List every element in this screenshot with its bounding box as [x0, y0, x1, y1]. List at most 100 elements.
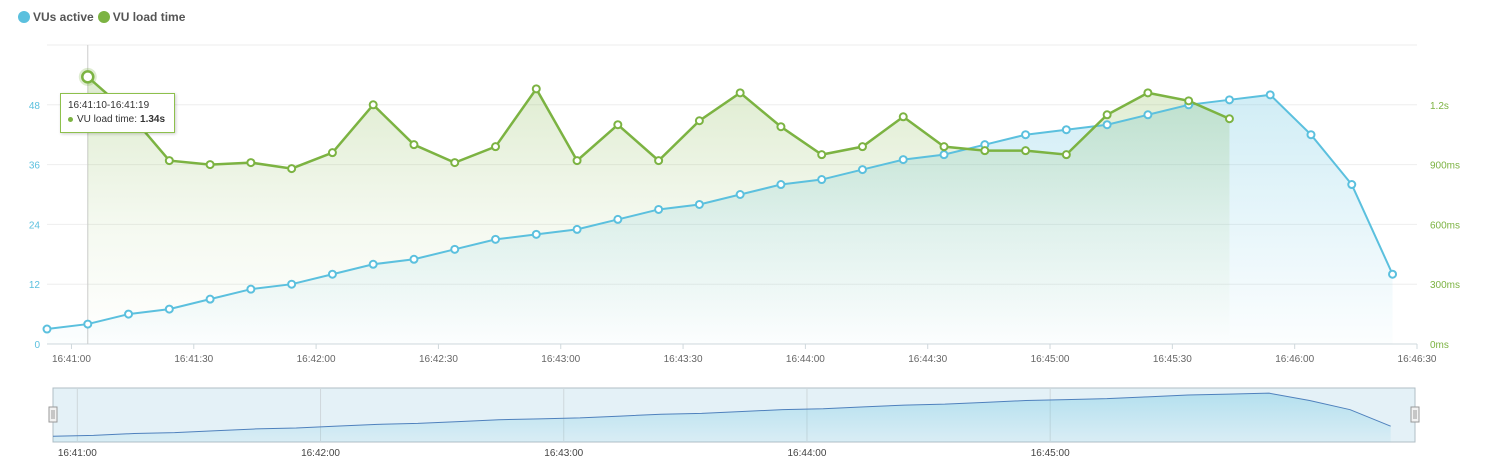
- x-tick-label: 16:45:30: [1153, 354, 1192, 365]
- navigator-handle-body[interactable]: [1410, 406, 1420, 423]
- vu-load-time-point[interactable]: [327, 148, 337, 158]
- vu-load-time-point[interactable]: [287, 164, 297, 174]
- vus-active-point[interactable]: [857, 165, 867, 175]
- vu-load-time-point[interactable]: [735, 88, 745, 98]
- navigator[interactable]: 16:41:00 16:42:00 16:43:00 16:44:00 16:45:00: [48, 387, 1420, 459]
- vu-load-time-point[interactable]: [898, 112, 908, 122]
- navigator-handle-body[interactable]: [48, 406, 58, 423]
- vus-active-point[interactable]: [42, 324, 52, 334]
- vus-active-point[interactable]: [164, 304, 174, 314]
- vu-load-time-point[interactable]: [776, 122, 786, 132]
- vu-load-time-point[interactable]: [409, 140, 419, 150]
- vus-active-point[interactable]: [287, 279, 297, 289]
- x-tick-label: 16:44:30: [908, 354, 947, 365]
- vus-active-point[interactable]: [654, 204, 664, 214]
- y-right-tick-label: 900ms: [1430, 161, 1460, 172]
- vu-load-time-point[interactable]: [450, 158, 460, 168]
- vu-load-time-point[interactable]: [980, 146, 990, 156]
- tooltip: 16:41:10-16:41:19 VU load time: 1.34s: [60, 93, 175, 133]
- x-tick-label: 16:41:30: [174, 354, 213, 365]
- vu-load-time-point[interactable]: [1224, 114, 1234, 124]
- vus-active-point[interactable]: [1102, 120, 1112, 130]
- x-tick-label: 16:46:00: [1275, 354, 1314, 365]
- vus-active-point[interactable]: [613, 214, 623, 224]
- vus-active-point[interactable]: [1306, 130, 1316, 140]
- y-right-tick-label: 300ms: [1430, 280, 1460, 291]
- vu-load-time-line: [86, 75, 1230, 170]
- vus-active-point[interactable]: [450, 244, 460, 254]
- x-tick-label: 16:46:30: [1398, 354, 1437, 365]
- vu-load-time-point[interactable]: [1102, 110, 1112, 120]
- vu-load-time-point[interactable]: [1021, 146, 1031, 156]
- vu-load-time-point[interactable]: [531, 84, 541, 94]
- navigator-tick-label: 16:42:00: [301, 448, 340, 459]
- vus-active-point[interactable]: [368, 259, 378, 269]
- vus-active-point[interactable]: [83, 319, 93, 329]
- x-tick-label: 16:43:30: [664, 354, 703, 365]
- vu-load-time-point[interactable]: [857, 142, 867, 152]
- vu-load-time-point[interactable]: [368, 100, 378, 110]
- tooltip-bullet: [68, 117, 73, 122]
- vus-active-point[interactable]: [491, 234, 501, 244]
- y-right-tick-label: 1.2s: [1430, 101, 1449, 112]
- legend-dot-vu-load-time: [97, 11, 110, 23]
- vus-active-point[interactable]: [1265, 90, 1275, 100]
- vus-active-point[interactable]: [246, 284, 256, 294]
- vus-active-point[interactable]: [776, 180, 786, 190]
- vus-active-point[interactable]: [735, 190, 745, 199]
- navigator-tick-label: 16:43:00: [544, 448, 583, 459]
- tooltip-row: VU load time: 1.34s: [68, 114, 167, 125]
- y-right-tick-label: 600ms: [1430, 220, 1460, 231]
- vus-active-point[interactable]: [817, 175, 827, 185]
- y-left-tick-label: 12: [29, 280, 41, 291]
- vus-active-point[interactable]: [205, 294, 215, 304]
- navigator-handle-left[interactable]: [48, 406, 58, 423]
- vus-active-point[interactable]: [1224, 95, 1234, 105]
- vu-load-time-point[interactable]: [1061, 150, 1071, 160]
- area-layer: [47, 76, 1393, 344]
- vu-load-time-point[interactable]: [491, 142, 501, 152]
- vu-load-time-point[interactable]: [1143, 88, 1153, 98]
- y-left-tick-label: 24: [29, 220, 41, 231]
- vus-active-point[interactable]: [1143, 110, 1153, 120]
- vus-active-point[interactable]: [1388, 269, 1398, 279]
- vus-active-point[interactable]: [1061, 125, 1071, 135]
- vu-load-time-point[interactable]: [205, 160, 215, 170]
- vus-active-point[interactable]: [898, 155, 908, 165]
- navigator-tick-label: 16:44:00: [787, 448, 826, 459]
- tooltip-range: 16:41:10-16:41:19: [68, 100, 150, 111]
- vus-active-point[interactable]: [531, 229, 541, 239]
- vu-load-time-point[interactable]: [694, 116, 704, 126]
- y-left-tick-label: 48: [29, 101, 41, 112]
- vu-load-time-point[interactable]: [246, 158, 256, 168]
- legend-item-vu-load-time[interactable]: VU load time: [97, 10, 185, 24]
- x-tick-label: 16:42:30: [419, 354, 458, 365]
- vu-load-time-point[interactable]: [572, 156, 582, 166]
- vus-active-point[interactable]: [1021, 130, 1031, 140]
- vu-load-time-point[interactable]: [613, 120, 623, 130]
- legend-item-vus-active[interactable]: VUs active: [18, 10, 94, 24]
- vus-active-point[interactable]: [409, 254, 419, 264]
- vus-active-point[interactable]: [327, 269, 337, 279]
- vus-active-point[interactable]: [124, 309, 134, 319]
- vu-load-time-point[interactable]: [81, 70, 95, 84]
- vus-active-point[interactable]: [1347, 180, 1357, 190]
- vus-active-point[interactable]: [694, 199, 704, 209]
- point-layer: [42, 67, 1398, 334]
- y-right-tick-label: 0ms: [1430, 340, 1449, 351]
- legend-label-vus-active: VUs active: [33, 10, 94, 24]
- vu-load-time-point[interactable]: [1184, 96, 1194, 106]
- vu-load-time-point[interactable]: [164, 156, 174, 166]
- axis-layer: 0 12 24 36 48 0ms 300ms 600ms 900ms 1.2s 16:41:00 1…: [29, 101, 1460, 365]
- legend-dot-vus-active: [18, 11, 30, 23]
- vu-load-time-point[interactable]: [939, 142, 949, 152]
- vus-active-point[interactable]: [572, 224, 582, 234]
- vus-active-point[interactable]: [939, 150, 949, 160]
- navigator-handle-right[interactable]: [1410, 406, 1420, 423]
- y-left-tick-label: 0: [34, 340, 40, 351]
- vu-load-time-point[interactable]: [817, 150, 827, 160]
- navigator-tick-label: 16:41:00: [58, 448, 97, 459]
- vu-load-time-point[interactable]: [654, 156, 664, 166]
